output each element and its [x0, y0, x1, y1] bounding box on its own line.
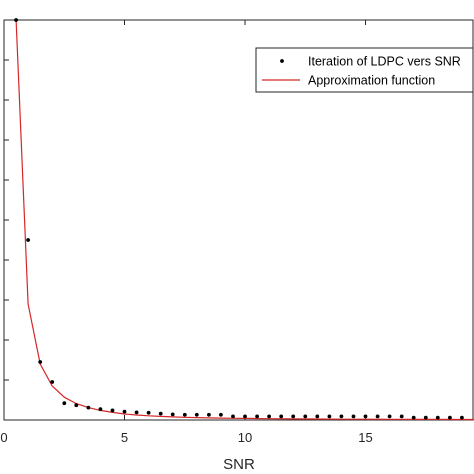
x-axis: 0 5 10 15	[0, 20, 373, 445]
data-point	[194, 412, 199, 417]
data-point	[50, 380, 55, 384]
data-point	[207, 412, 211, 417]
x-tick-label: 0	[0, 430, 7, 445]
data-point	[134, 410, 139, 415]
data-point	[122, 409, 127, 414]
data-point	[327, 414, 332, 419]
data-point	[26, 238, 30, 242]
legend-marker-icon	[280, 59, 284, 63]
data-point	[231, 414, 235, 419]
data-point	[435, 415, 440, 420]
data-point	[303, 414, 308, 419]
approximation-line	[15, 19, 474, 421]
data-point	[146, 410, 151, 415]
data-point	[170, 412, 175, 417]
legend: Iteration of LDPC vers SNR Approximation …	[255, 47, 474, 93]
data-point	[351, 414, 356, 419]
y-axis	[4, 19, 9, 421]
data-point	[182, 412, 187, 417]
x-tick-label: 5	[121, 430, 128, 445]
series-layer	[14, 18, 474, 421]
data-point	[411, 415, 416, 420]
x-tick-label: 10	[238, 430, 252, 445]
data-point	[363, 414, 368, 419]
data-point	[387, 414, 392, 419]
x-axis-title: SNR	[223, 456, 255, 473]
data-point	[74, 403, 79, 408]
data-point	[243, 414, 247, 419]
data-point	[291, 414, 296, 419]
data-point	[279, 414, 284, 419]
data-point	[255, 414, 259, 419]
data-point	[423, 415, 428, 420]
data-point	[460, 415, 464, 420]
data-point	[315, 414, 320, 419]
data-point	[38, 360, 43, 364]
data-point	[98, 407, 103, 412]
data-point	[86, 405, 91, 410]
data-point	[339, 414, 344, 419]
data-point	[399, 414, 404, 419]
data-point	[14, 18, 18, 22]
data-point	[375, 414, 380, 419]
legend-label: Approximation function	[308, 74, 435, 88]
legend-label: Iteration of LDPC vers SNR	[308, 55, 461, 69]
data-point	[219, 412, 223, 417]
legend-box	[255, 47, 474, 93]
data-point	[267, 414, 271, 419]
data-point	[158, 411, 163, 416]
x-tick-label: 15	[358, 430, 372, 445]
data-point	[448, 415, 452, 420]
data-point	[62, 401, 67, 406]
data-point	[110, 408, 115, 413]
